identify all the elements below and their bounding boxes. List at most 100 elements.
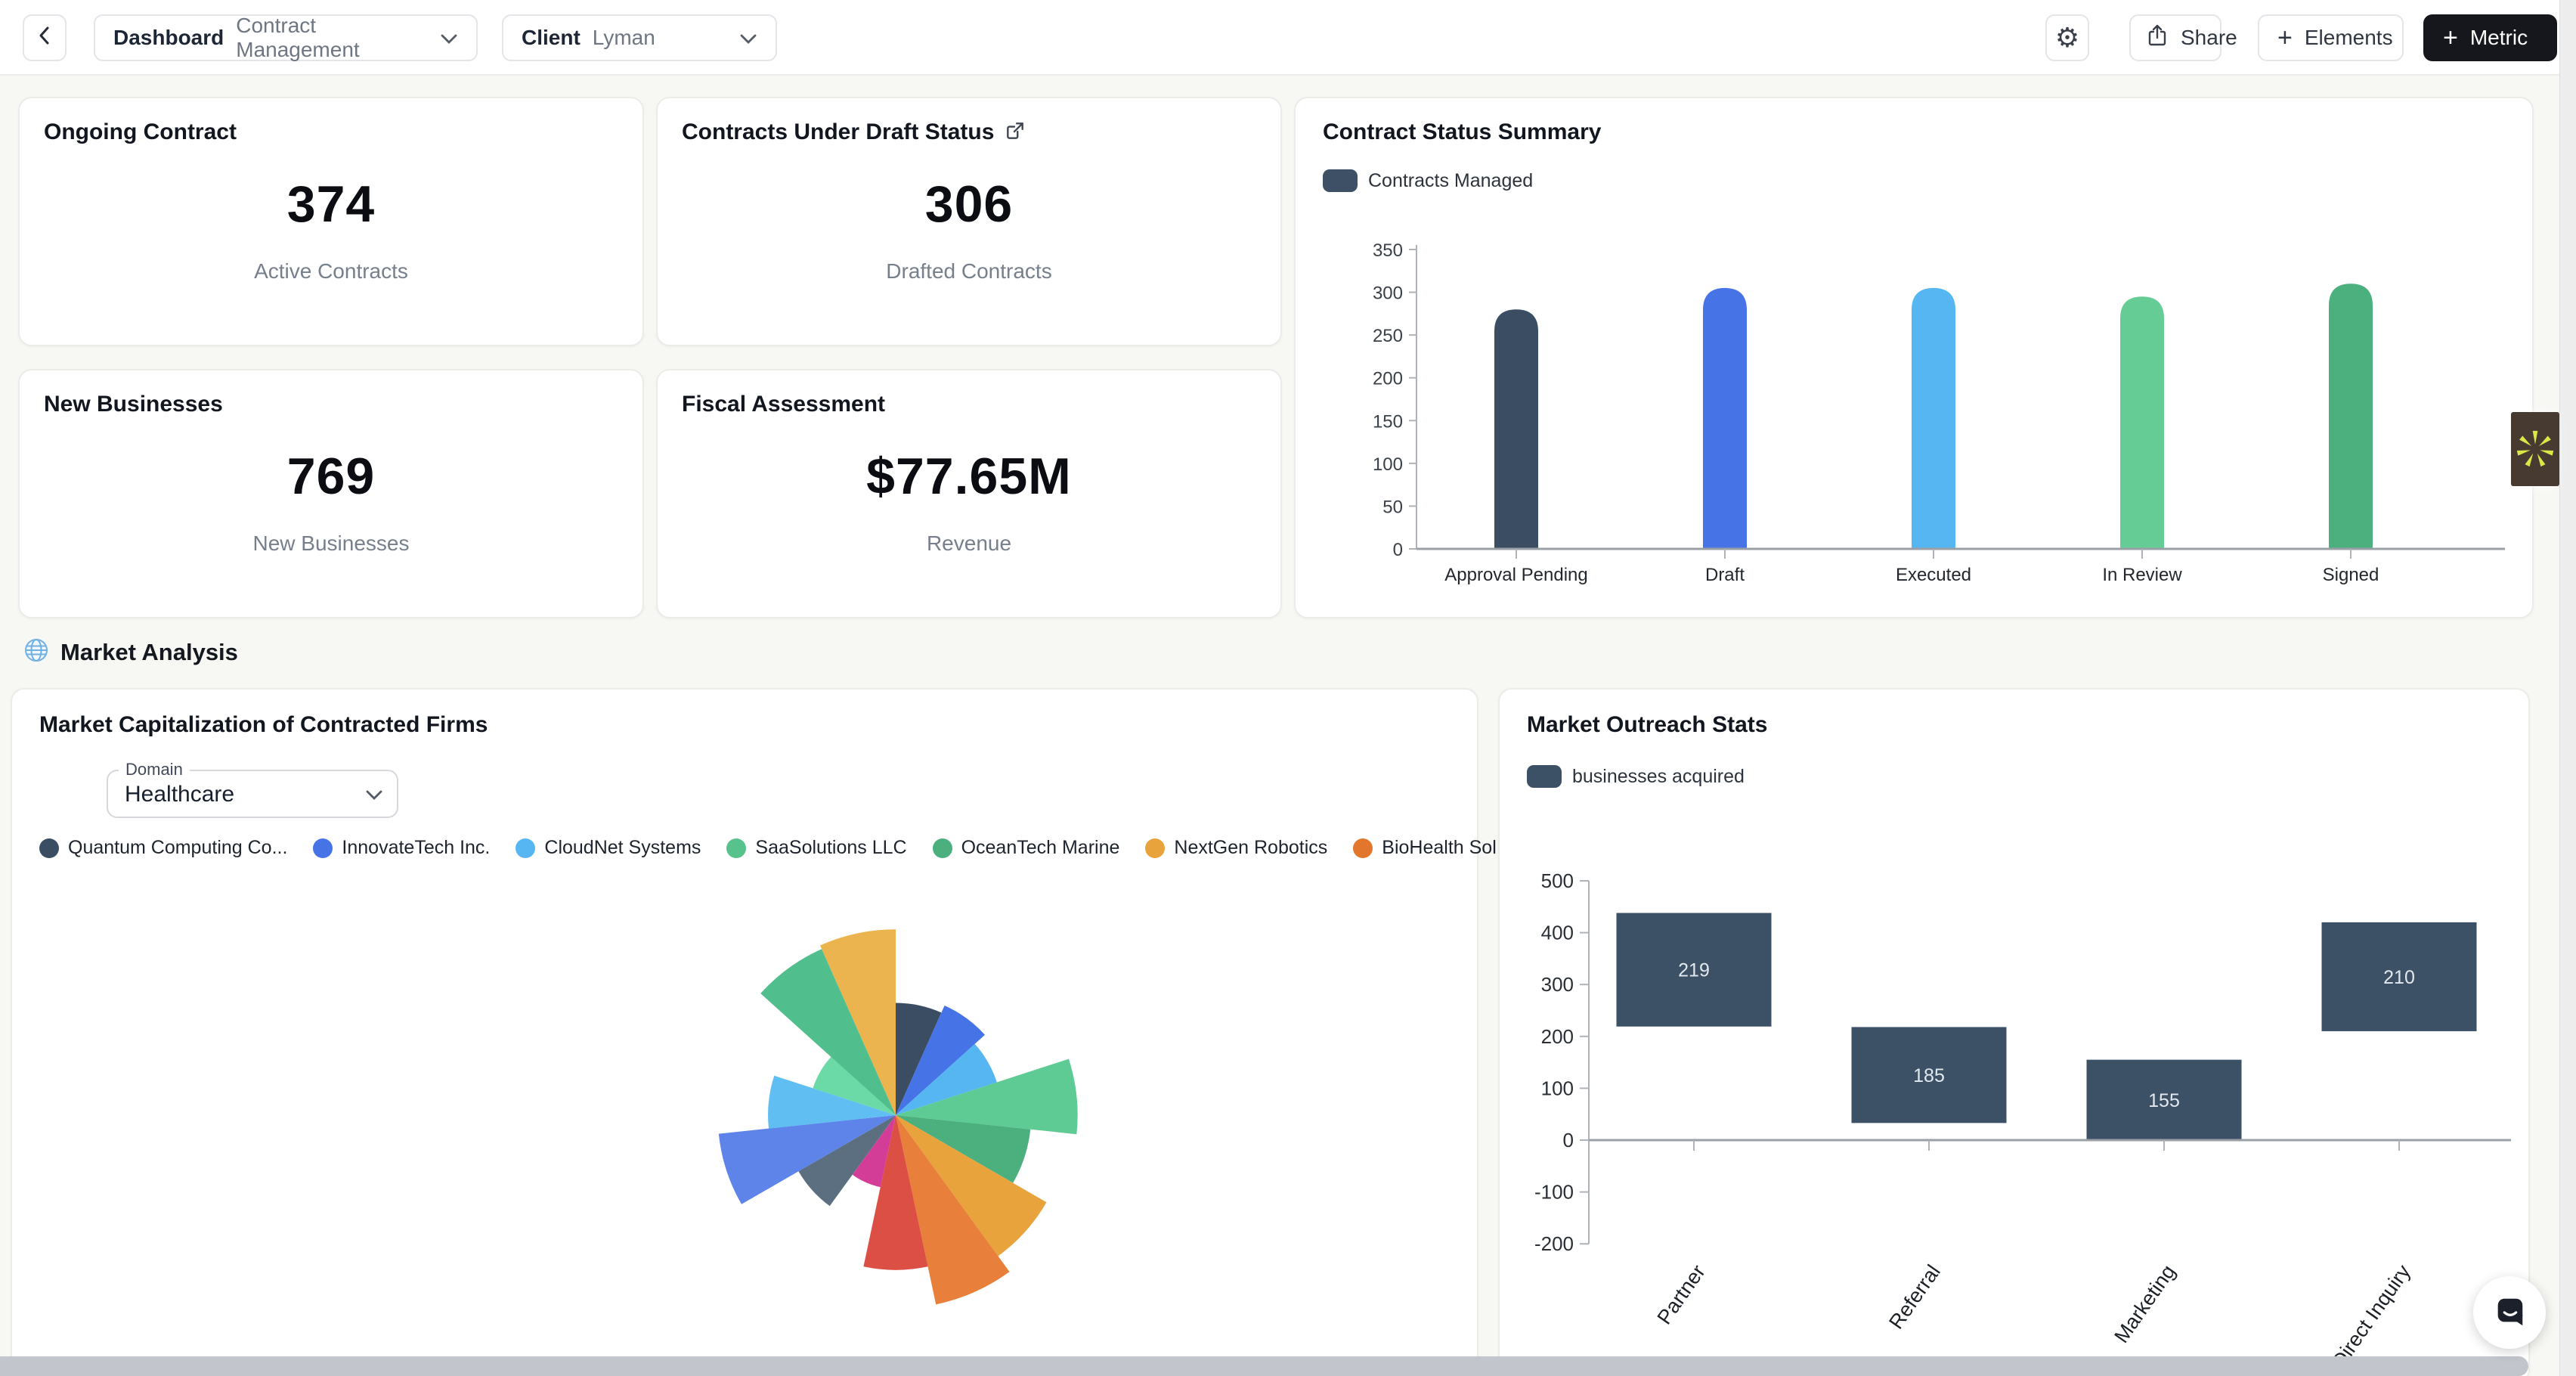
svg-text:100: 100 — [1373, 454, 1403, 475]
svg-text:300: 300 — [1373, 284, 1403, 304]
svg-text:185: 185 — [1913, 1065, 1945, 1086]
kpi-label: Active Contracts — [254, 259, 408, 283]
spark-asterisk-icon — [2516, 430, 2554, 467]
svg-text:Signed: Signed — [2323, 565, 2379, 585]
client-selector-label: Client — [522, 26, 581, 49]
company-legend-item[interactable]: CloudNet Systems — [516, 837, 701, 859]
vertical-scrollbar[interactable] — [2559, 0, 2576, 1376]
dashboard-selector-label: Dashboard — [113, 26, 224, 49]
svg-text:Draft: Draft — [1705, 565, 1745, 585]
back-button[interactable] — [23, 14, 67, 61]
kpi-value: 306 — [924, 175, 1014, 233]
svg-text:Referral: Referral — [1884, 1260, 1945, 1333]
svg-text:50: 50 — [1382, 497, 1403, 517]
kpi-title: Contracts Under Draft Status — [682, 119, 995, 144]
kpi-title: New Businesses — [44, 392, 223, 417]
svg-text:150: 150 — [1373, 411, 1403, 432]
market-outreach-bar-chart[interactable]: 500 400 300 200 100 0 -100 -200 219 185 155 210 Part… — [1513, 857, 2519, 1376]
svg-text:210: 210 — [2383, 967, 2415, 988]
metric-button[interactable]: + Metric — [2423, 14, 2557, 61]
company-legend-item[interactable]: NextGen Robotics — [1145, 837, 1327, 859]
domain-select[interactable]: Domain Healthcare — [107, 760, 398, 818]
outreach-legend-chip — [1527, 765, 1562, 788]
contract-status-bar-chart[interactable]: 0 50 100 150 200 250 300 350 Approval Pending Dra… — [1318, 225, 2513, 615]
assistant-spark-button[interactable] — [2511, 412, 2559, 486]
svg-text:0: 0 — [1393, 540, 1403, 560]
company-legend: Quantum Computing Co... InnovateTech Inc.… — [39, 836, 1610, 860]
client-selector[interactable]: Client Lyman — [502, 14, 777, 61]
topbar: Dashboard Contract Management Client Lym… — [0, 0, 2576, 76]
chat-launcher-button[interactable] — [2473, 1276, 2546, 1349]
metric-button-label: Metric — [2469, 26, 2528, 49]
svg-text:Marketing: Marketing — [2110, 1260, 2180, 1347]
status-legend-label: Contracts Managed — [1368, 169, 1534, 191]
company-legend-label: CloudNet Systems — [544, 837, 701, 858]
company-legend-item[interactable]: OceanTech Marine — [932, 837, 1119, 859]
legend-dot-icon — [726, 838, 747, 858]
svg-text:-200: -200 — [1534, 1232, 1574, 1255]
client-selector-value: Lyman — [592, 26, 655, 49]
company-legend-item[interactable]: SaaSolutions LLC — [726, 837, 907, 859]
svg-text:Executed: Executed — [1896, 565, 1971, 585]
kpi-card-new-businesses: New Businesses 769 New Businesses — [18, 369, 644, 618]
company-legend-item[interactable]: BioHealth Sol — [1353, 837, 1497, 859]
domain-select-value: Healthcare — [125, 782, 235, 807]
gear-icon: ⚙ — [2054, 22, 2080, 53]
legend-dot-icon — [39, 838, 59, 858]
svg-text:In Review: In Review — [2102, 565, 2182, 585]
company-legend-item[interactable]: Quantum Computing Co... — [39, 837, 287, 859]
elements-button[interactable]: + Elements — [2258, 14, 2404, 61]
svg-text:300: 300 — [1541, 973, 1574, 996]
kpi-label: Revenue — [926, 531, 1012, 555]
horizontal-scrollbar[interactable] — [0, 1356, 2528, 1376]
svg-text:155: 155 — [2148, 1090, 2180, 1111]
external-link-icon[interactable] — [1005, 120, 1026, 145]
status-legend[interactable]: Contracts Managed — [1323, 169, 1533, 192]
svg-text:-100: -100 — [1534, 1181, 1574, 1204]
kpi-title: Fiscal Assessment — [682, 392, 886, 417]
outreach-legend-label: businesses acquired — [1572, 765, 1745, 787]
market-cap-rose-chart[interactable] — [12, 869, 1478, 1376]
chevron-down-icon — [440, 26, 458, 50]
company-legend-label: NextGen Robotics — [1174, 837, 1328, 858]
svg-text:219: 219 — [1678, 960, 1710, 981]
svg-text:250: 250 — [1373, 326, 1403, 346]
svg-text:0: 0 — [1563, 1129, 1574, 1151]
share-button-label: Share — [2181, 26, 2237, 49]
plus-icon: + — [2277, 23, 2293, 52]
dashboard-selector[interactable]: Dashboard Contract Management — [94, 14, 478, 61]
svg-text:Approval Pending: Approval Pending — [1444, 565, 1587, 585]
kpi-card-fiscal-assessment: Fiscal Assessment $77.65M Revenue — [656, 369, 1282, 618]
elements-button-label: Elements — [2304, 26, 2393, 49]
dashboard-selector-value: Contract Management — [236, 14, 360, 61]
outreach-legend[interactable]: businesses acquired — [1527, 765, 1745, 788]
svg-text:200: 200 — [1373, 369, 1403, 389]
domain-select-label: Domain — [119, 760, 190, 779]
market-analysis-section-header: Market Analysis — [23, 637, 238, 668]
kpi-title: Ongoing Contract — [44, 119, 237, 144]
chart-title: Market Capitalization of Contracted Firm… — [39, 712, 488, 737]
kpi-card-ongoing-contract: Ongoing Contract 374 Active Contracts — [18, 97, 644, 346]
plus-icon: + — [2443, 23, 2458, 52]
market-capitalization-card: Market Capitalization of Contracted Firm… — [11, 688, 1610, 1376]
svg-text:Partner: Partner — [1653, 1260, 1710, 1328]
status-legend-chip — [1323, 169, 1358, 192]
company-legend-item[interactable]: InnovateTech Inc. — [313, 837, 490, 859]
company-legend-label: InnovateTech Inc. — [342, 837, 491, 858]
contract-status-summary-card: Contract Status Summary Contracts Manage… — [1294, 97, 2534, 618]
share-button[interactable]: Share — [2129, 14, 2237, 61]
kpi-value: 374 — [286, 175, 376, 233]
chevron-down-icon — [365, 789, 383, 804]
chart-title: Market Outreach Stats — [1527, 712, 1768, 737]
share-icon — [2146, 23, 2169, 53]
chevron-left-icon — [36, 24, 53, 52]
svg-text:350: 350 — [1373, 240, 1403, 261]
kpi-label: New Businesses — [252, 531, 410, 555]
chat-bubble-icon — [2492, 1294, 2527, 1331]
svg-text:100: 100 — [1541, 1077, 1574, 1099]
settings-button[interactable]: ⚙ — [2045, 14, 2089, 61]
legend-dot-icon — [932, 838, 952, 858]
legend-dot-icon — [313, 838, 333, 858]
kpi-value: 769 — [286, 448, 376, 505]
svg-text:200: 200 — [1541, 1025, 1574, 1048]
